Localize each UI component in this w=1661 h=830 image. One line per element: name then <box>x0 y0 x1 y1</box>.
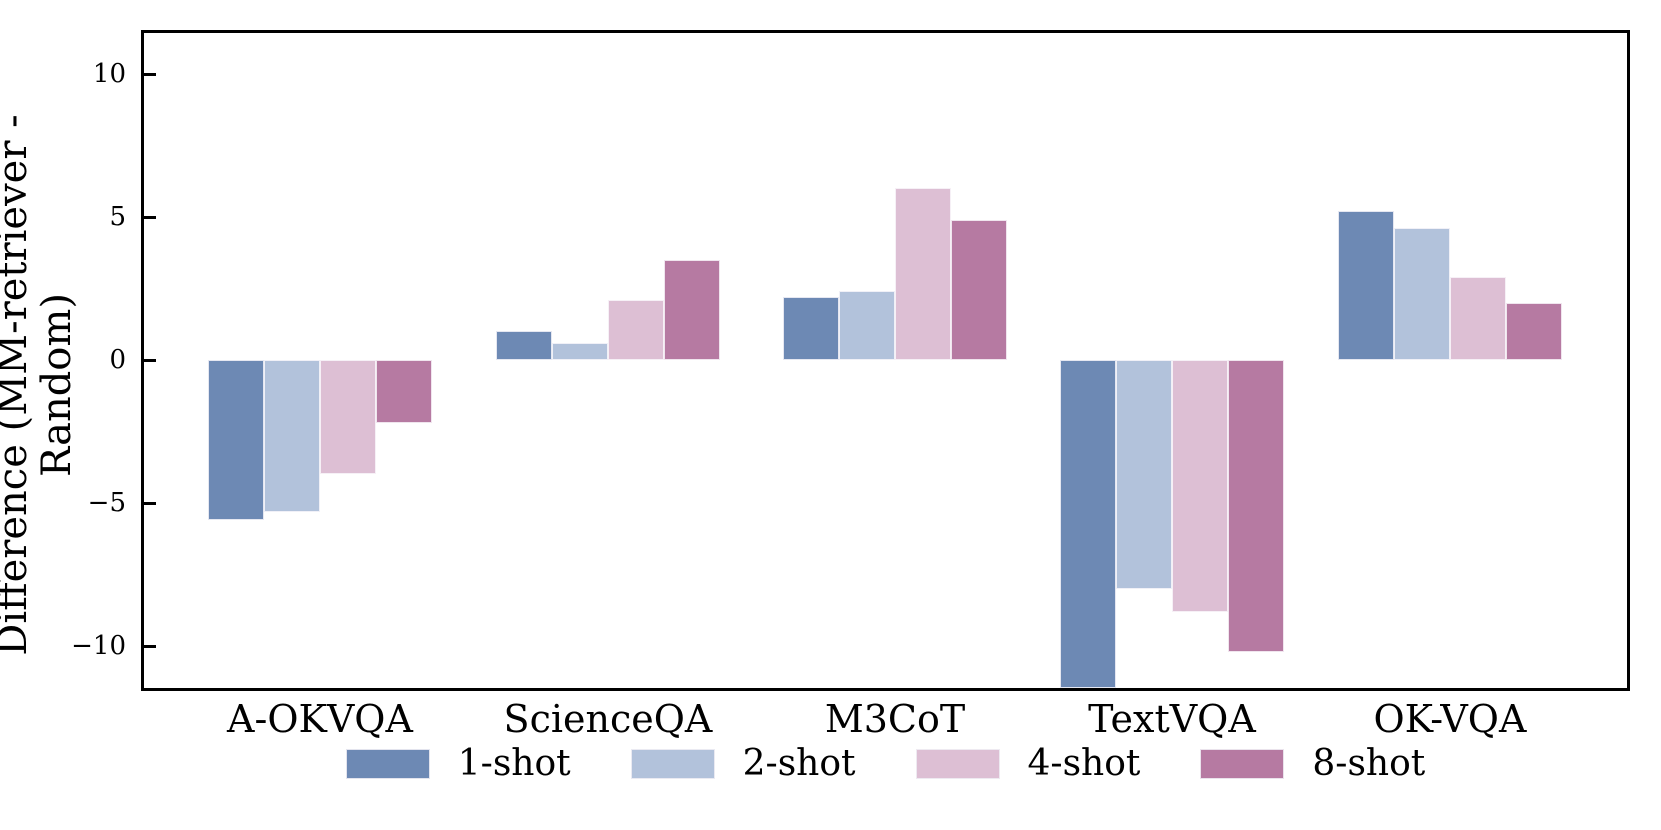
x-tick-label-a-okvqa: A-OKVQA <box>227 697 413 741</box>
y-tick-label: 5 <box>109 202 126 232</box>
bar-m3cot-1-shot <box>783 297 840 360</box>
legend-swatch-2-shot <box>630 749 715 779</box>
y-tick-label: −5 <box>87 488 126 518</box>
legend-item-1-shot: 1-shot <box>345 743 571 784</box>
bar-scienceqa-1-shot <box>495 331 552 360</box>
y-axis-label: Difference (MM-retriever - Random) <box>0 114 80 656</box>
y-tick-mark <box>144 644 156 648</box>
legend-swatch-1-shot <box>345 749 430 779</box>
bar-m3cot-8-shot <box>951 219 1008 360</box>
bar-textvqa-2-shot <box>1115 360 1172 589</box>
legend-item-2-shot: 2-shot <box>630 743 856 784</box>
y-tick-mark <box>144 358 156 362</box>
bar-a-okvqa-2-shot <box>263 360 320 512</box>
bar-ok-vqa-1-shot <box>1337 211 1394 360</box>
legend-item-4-shot: 4-shot <box>915 743 1141 784</box>
bar-ok-vqa-4-shot <box>1449 277 1506 360</box>
bar-a-okvqa-8-shot <box>375 360 432 423</box>
y-tick-label: 0 <box>109 345 126 375</box>
y-tick-mark <box>144 215 156 219</box>
bar-textvqa-8-shot <box>1227 360 1284 652</box>
bar-a-okvqa-1-shot <box>207 360 264 521</box>
bar-textvqa-4-shot <box>1171 360 1228 612</box>
y-tick-label: −10 <box>71 631 126 661</box>
y-tick-mark <box>144 501 156 505</box>
bar-textvqa-1-shot <box>1059 360 1116 688</box>
bar-a-okvqa-4-shot <box>319 360 376 475</box>
bar-scienceqa-4-shot <box>607 299 664 360</box>
bar-ok-vqa-2-shot <box>1393 228 1450 360</box>
x-tick-label-scienceqa: ScienceQA <box>503 697 713 741</box>
legend-label-2-shot: 2-shot <box>742 743 856 784</box>
bar-m3cot-4-shot <box>895 188 952 360</box>
legend-swatch-8-shot <box>1200 749 1285 779</box>
x-tick-label-ok-vqa: OK-VQA <box>1373 697 1527 741</box>
legend-label-4-shot: 4-shot <box>1027 743 1141 784</box>
legend-item-8-shot: 8-shot <box>1200 744 1425 784</box>
legend-swatch-4-shot <box>915 749 1000 779</box>
x-tick-label-textvqa: TextVQA <box>1088 697 1256 741</box>
y-tick-label: 10 <box>92 59 126 89</box>
y-tick-mark <box>144 72 156 76</box>
legend-label-8-shot: 8-shot <box>1312 743 1426 784</box>
legend: 1-shot 2-shot 4-shot 8-shot <box>141 744 1630 784</box>
bar-scienceqa-2-shot <box>551 342 608 360</box>
x-tick-label-m3cot: M3CoT <box>824 697 966 741</box>
legend-label-1-shot: 1-shot <box>457 743 571 784</box>
bar-scienceqa-8-shot <box>663 259 720 360</box>
bar-m3cot-2-shot <box>839 291 896 360</box>
bar-ok-vqa-8-shot <box>1505 302 1562 360</box>
